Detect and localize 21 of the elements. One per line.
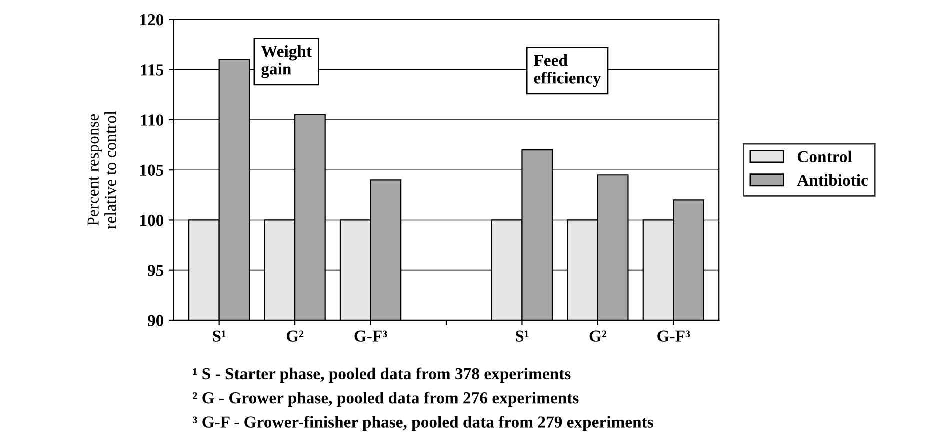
text: ² G - Grower phase, pooled data from 276 experiments: [193, 392, 579, 408]
y-tick-label: 120: [140, 14, 164, 26]
x-tick-label: G²: [590, 330, 607, 342]
y-tick-label: 90: [148, 315, 164, 326]
y-tick-label: 100: [140, 214, 164, 226]
legend-label: Antibiotic: [797, 174, 868, 186]
annotation: Weight gain: [261, 45, 312, 78]
y-tick-label: 105: [140, 164, 164, 176]
y-tick-label: 115: [141, 64, 164, 76]
text: ¹ S - Starter phase, pooled data from 378 experiments: [193, 368, 571, 383]
y-tick-label: 110: [141, 114, 164, 126]
x-tick-label: G-F³: [354, 330, 388, 342]
y-axis-title: Percent response relative to control: [88, 111, 116, 230]
annotation: Feed efficiency: [534, 54, 602, 88]
x-tick-label: S¹: [213, 330, 226, 342]
text: ³ G-F - Grower-finisher phase, pooled data from 279 experiments: [193, 416, 654, 432]
legend-label: Control: [798, 150, 852, 163]
y-tick-label: 95: [148, 265, 164, 276]
x-tick-label: S¹: [516, 330, 529, 342]
x-tick-label: G-F³: [658, 330, 690, 342]
x-tick-label: G²: [286, 330, 304, 342]
